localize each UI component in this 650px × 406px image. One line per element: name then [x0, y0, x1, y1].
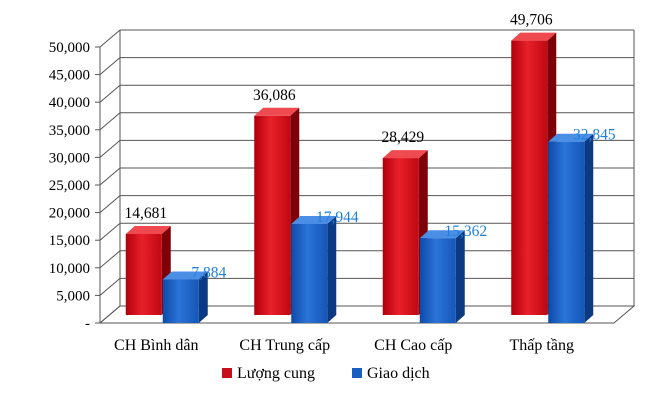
y-axis: - 5,000 10,000 15,000 20,000 25,000 30,000 35,0… — [49, 40, 101, 332]
y-tick-label: 25,000 — [49, 178, 90, 194]
bar-front — [548, 141, 585, 323]
bar-front — [162, 279, 199, 323]
bar-front — [125, 233, 162, 315]
gridline-side — [99, 29, 121, 48]
data-label: 32,845 — [573, 127, 616, 144]
bar-top — [291, 215, 337, 224]
y-tick-label: 50,000 — [49, 40, 90, 56]
bar-side — [327, 215, 337, 323]
category-label: Thấp tầng — [510, 337, 574, 354]
bar-front — [511, 40, 548, 316]
gridline-side — [99, 112, 121, 131]
bar-top — [511, 32, 557, 41]
bar-top — [254, 107, 300, 116]
bar-top — [162, 271, 208, 280]
y-tick-label: 45,000 — [49, 68, 90, 84]
data-label: 49,706 — [510, 12, 553, 29]
bar-giao-dich — [419, 230, 465, 323]
bars — [125, 32, 594, 323]
bar-side — [584, 133, 594, 323]
y-tick-label: - — [85, 316, 90, 332]
bar-front — [382, 158, 419, 315]
y-tick-label: 35,000 — [49, 123, 90, 139]
bar-giao-dich — [162, 271, 208, 323]
y-tick-label: 20,000 — [49, 206, 90, 222]
y-tick-label: 5,000 — [56, 288, 90, 304]
bar-front — [291, 223, 328, 323]
category-label: CH Cao cấp — [374, 337, 452, 354]
bar-side — [198, 271, 208, 323]
data-label: 17,944 — [316, 209, 359, 226]
legend-item: Lượng cung — [222, 365, 315, 382]
legend-label: Lượng cung — [237, 365, 315, 382]
bar-top — [419, 230, 465, 239]
gridline-side — [99, 250, 121, 269]
data-label: 15,362 — [444, 223, 487, 240]
bar-luong-cung — [511, 32, 557, 316]
y-tick-label: 15,000 — [49, 233, 90, 249]
gridline-side — [99, 140, 121, 158]
x-axis: CH Bình dân CH Trung cấp CH Cao cấp Thấp tầ… — [114, 337, 574, 354]
gridline-side — [99, 57, 121, 75]
bar-front — [254, 115, 291, 315]
bar-giao-dich — [548, 133, 594, 323]
legend-swatch — [352, 368, 362, 378]
data-label: 7,884 — [191, 264, 226, 281]
gridline-side — [99, 278, 121, 296]
bar-front — [419, 238, 456, 323]
data-label: 14,681 — [124, 205, 167, 222]
gridline-side — [99, 167, 121, 186]
category-label: CH Bình dân — [114, 337, 198, 354]
bar-giao-dich — [291, 215, 337, 323]
bar-luong-cung — [125, 225, 171, 315]
y-tick-label: 40,000 — [49, 95, 90, 111]
y-tick-label: 30,000 — [49, 150, 90, 166]
bar-side — [455, 230, 465, 323]
legend-swatch — [222, 368, 232, 378]
data-labels: 14,681 7,884 36,086 17,944 28,429 15,362 49,70… — [124, 12, 615, 282]
data-label: 28,429 — [381, 129, 424, 146]
bar-top — [548, 133, 594, 142]
category-label: CH Trung cấp — [239, 337, 330, 354]
data-label: 36,086 — [253, 87, 296, 104]
legend-label: Giao dịch — [367, 365, 430, 382]
legend-item: Giao dịch — [352, 365, 430, 382]
y-tick-label: 10,000 — [49, 261, 90, 277]
gridline-side — [99, 195, 121, 213]
gridline-side — [99, 84, 121, 103]
legend: Lượng cung Giao dịch — [222, 365, 430, 382]
bar-top — [125, 225, 171, 234]
gridline-side — [99, 222, 121, 241]
bar-top — [382, 150, 428, 159]
